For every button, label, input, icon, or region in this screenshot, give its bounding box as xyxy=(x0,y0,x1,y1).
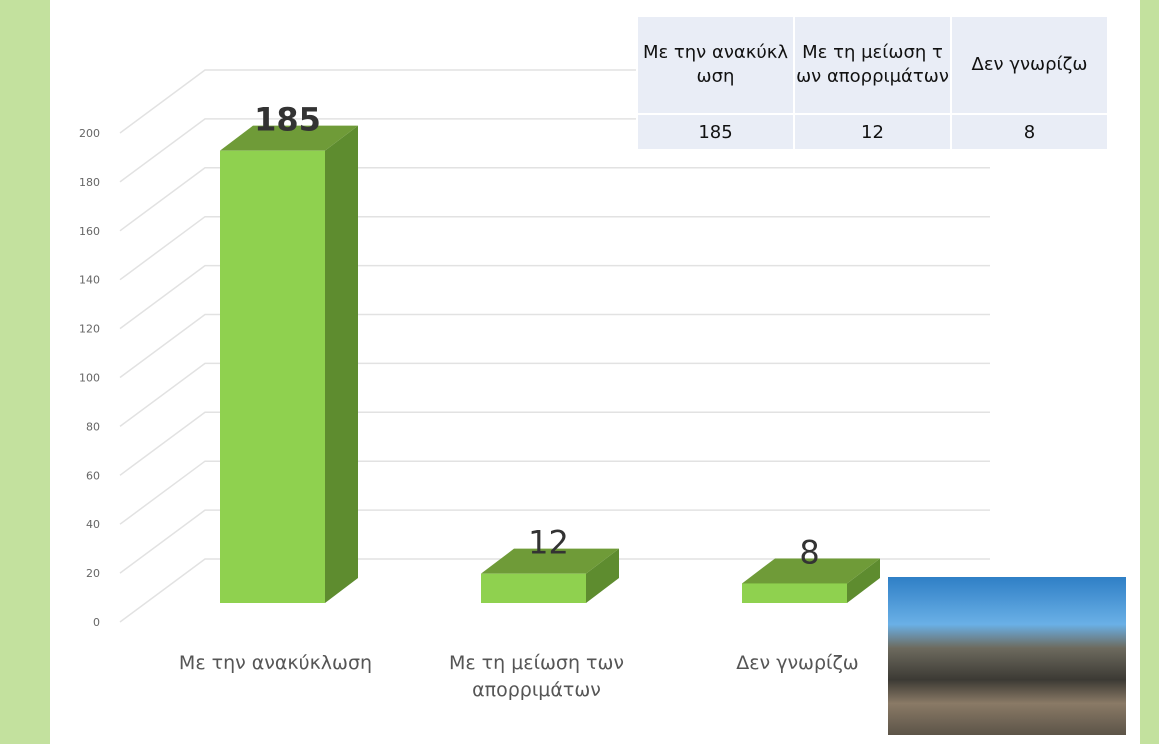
value-label: 8 xyxy=(799,533,819,571)
y-tick-label: 20 xyxy=(86,567,100,580)
y-tick-label: 120 xyxy=(79,323,100,336)
y-tick-label: 80 xyxy=(86,420,100,433)
y-tick-label: 60 xyxy=(86,469,100,482)
table-header: Με τη μείωση των απορριμάτων xyxy=(794,16,951,114)
table-cell: 12 xyxy=(794,114,951,150)
y-tick-label: 180 xyxy=(79,176,100,189)
garbage-photo xyxy=(888,577,1126,735)
table-header: Με την ανακύκλωση xyxy=(637,16,794,114)
y-tick-label: 0 xyxy=(93,616,100,629)
value-label: 12 xyxy=(528,524,569,562)
y-tick-label: 100 xyxy=(79,372,100,385)
table-cell: 185 xyxy=(637,114,794,150)
bar-side xyxy=(325,126,358,603)
y-tick-label: 40 xyxy=(86,518,100,531)
y-tick-label: 160 xyxy=(79,225,100,238)
header-text: Δεν γνωρίζω xyxy=(952,17,1107,113)
page: 020406080100120140160180200185128 Με την… xyxy=(0,0,1159,744)
bar xyxy=(481,574,586,603)
header-text: Με την ανακύκλωση xyxy=(638,17,793,113)
x-tick-label: Δεν γνωρίζω xyxy=(693,650,903,677)
bar xyxy=(220,151,325,603)
table-header: Δεν γνωρίζω xyxy=(951,16,1108,114)
x-tick-label: Με την ανακύκλωση xyxy=(171,650,381,677)
value-label: 185 xyxy=(254,101,321,139)
header-text: Με τη μείωση των απορριμάτων xyxy=(795,17,950,113)
x-tick-label: Με τη μείωση των απορριμάτων xyxy=(432,650,642,704)
y-tick-label: 140 xyxy=(79,274,100,287)
y-tick-label: 200 xyxy=(79,127,100,140)
bar xyxy=(742,583,847,603)
data-table: Με την ανακύκλωση Με τη μείωση των απορρ… xyxy=(636,15,1109,151)
table-cell: 8 xyxy=(951,114,1108,150)
